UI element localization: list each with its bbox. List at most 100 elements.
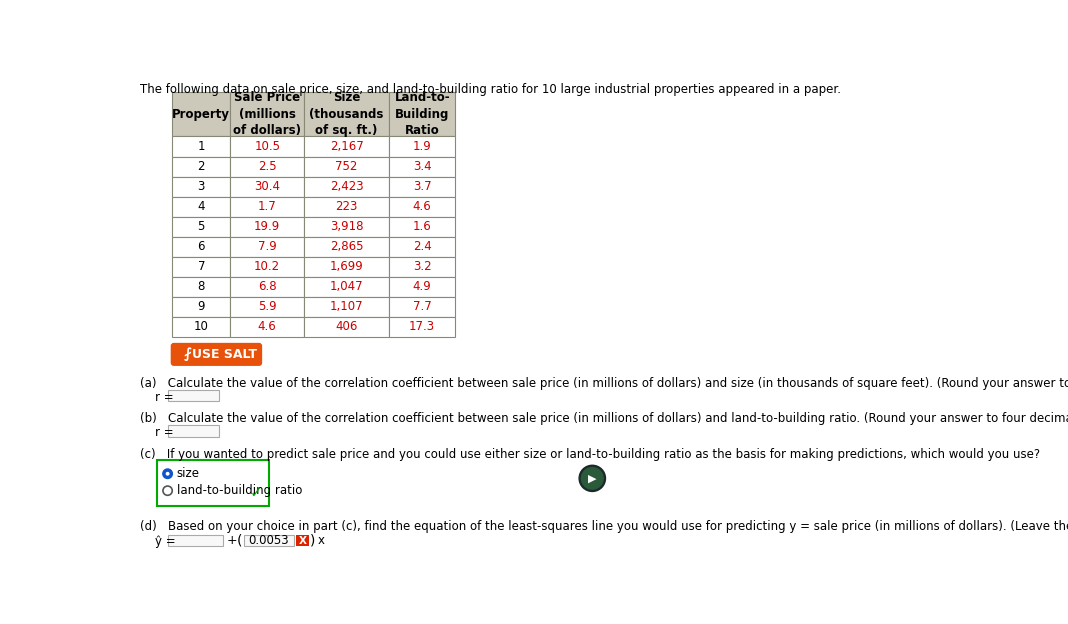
Text: 2: 2 [198,160,205,173]
Text: land-to-building ratio: land-to-building ratio [177,484,302,497]
Bar [231,92,304,137]
Text: 7: 7 [198,260,205,273]
Bar [172,137,231,157]
Text: 1,047: 1,047 [330,280,363,293]
Circle shape [163,469,172,479]
Text: 752: 752 [335,160,358,173]
Text: 10.5: 10.5 [254,140,280,153]
Bar [389,197,455,217]
Text: +: + [226,534,237,547]
Text: 3.2: 3.2 [413,260,431,273]
Text: ): ) [310,534,315,548]
Text: 1.7: 1.7 [257,200,277,213]
Bar [172,276,231,296]
Text: 4.6: 4.6 [413,200,431,213]
Text: x: x [317,534,325,547]
Bar [231,217,304,236]
Text: 30.4: 30.4 [254,180,280,193]
Text: Land-to-
Building
Ratio: Land-to- Building Ratio [394,91,450,137]
Text: 10: 10 [194,320,208,333]
Bar [172,296,231,316]
Text: 5: 5 [198,220,205,233]
Bar [231,197,304,217]
Text: 223: 223 [335,200,358,213]
Text: 5.9: 5.9 [257,300,277,313]
FancyBboxPatch shape [157,460,269,506]
Bar [172,157,231,177]
Text: Sale Price
(millions
of dollars): Sale Price (millions of dollars) [233,91,301,137]
Text: 0.0053: 0.0053 [248,534,288,547]
Circle shape [166,472,170,475]
Text: 4: 4 [198,200,205,213]
Text: 1,699: 1,699 [330,260,363,273]
Bar [172,217,231,236]
Text: 2,865: 2,865 [330,240,363,253]
Bar [172,256,231,276]
Bar [389,137,455,157]
Text: 2,167: 2,167 [330,140,363,153]
Text: 19.9: 19.9 [254,220,280,233]
Text: size: size [177,467,200,480]
Text: 17.3: 17.3 [409,320,436,333]
Bar [304,276,389,296]
Text: 1.9: 1.9 [413,140,431,153]
Text: (: ( [237,534,242,548]
Bar [304,92,389,137]
Bar [172,197,231,217]
Text: (b)   Calculate the value of the correlation coefficient between sale price (in : (b) Calculate the value of the correlati… [140,412,1068,425]
Bar [172,177,231,197]
Bar [169,535,222,546]
Bar [304,157,389,177]
Bar [231,276,304,296]
Bar [231,177,304,197]
Bar [304,296,389,316]
Text: 3: 3 [198,180,205,193]
Bar [304,137,389,157]
Bar [231,296,304,316]
Bar [296,535,309,546]
Bar [169,425,219,437]
Text: 1: 1 [198,140,205,153]
Bar [389,276,455,296]
Bar [389,316,455,337]
Text: 406: 406 [335,320,358,333]
Text: The following data on sale price, size, and land-to-building ratio for 10 large : The following data on sale price, size, … [140,82,841,95]
Text: Property: Property [172,108,231,120]
Bar [304,256,389,276]
Text: 4.6: 4.6 [257,320,277,333]
Bar [389,256,455,276]
Text: USE SALT: USE SALT [191,348,256,361]
Bar [389,296,455,316]
Text: (c)   If you wanted to predict sale price and you could use either size or land-: (c) If you wanted to predict sale price … [140,447,1040,461]
Bar [389,236,455,256]
Text: (d)   Based on your choice in part (c), find the equation of the least-squares l: (d) Based on your choice in part (c), fi… [140,520,1068,533]
Text: 3.7: 3.7 [413,180,431,193]
Bar [304,316,389,337]
Bar [304,236,389,256]
Bar [304,217,389,236]
Text: 7.7: 7.7 [413,300,431,313]
Text: 9: 9 [198,300,205,313]
Text: 2.5: 2.5 [257,160,277,173]
Text: Size
(thousands
of sq. ft.): Size (thousands of sq. ft.) [310,91,383,137]
Text: 6: 6 [198,240,205,253]
Text: 8: 8 [198,280,205,293]
Text: r =: r = [155,426,174,439]
Text: 1,107: 1,107 [330,300,363,313]
Bar [231,137,304,157]
Bar [304,177,389,197]
Bar [389,177,455,197]
Bar [389,217,455,236]
Text: 2,423: 2,423 [330,180,363,193]
Text: ▶: ▶ [588,474,597,484]
Bar [304,197,389,217]
Text: r =: r = [155,391,174,404]
Circle shape [163,486,172,495]
Text: 1.6: 1.6 [413,220,431,233]
Bar [231,157,304,177]
Bar [231,236,304,256]
Bar [169,390,219,401]
Bar [172,92,231,137]
Bar [389,157,455,177]
Text: ⨏: ⨏ [184,348,191,361]
